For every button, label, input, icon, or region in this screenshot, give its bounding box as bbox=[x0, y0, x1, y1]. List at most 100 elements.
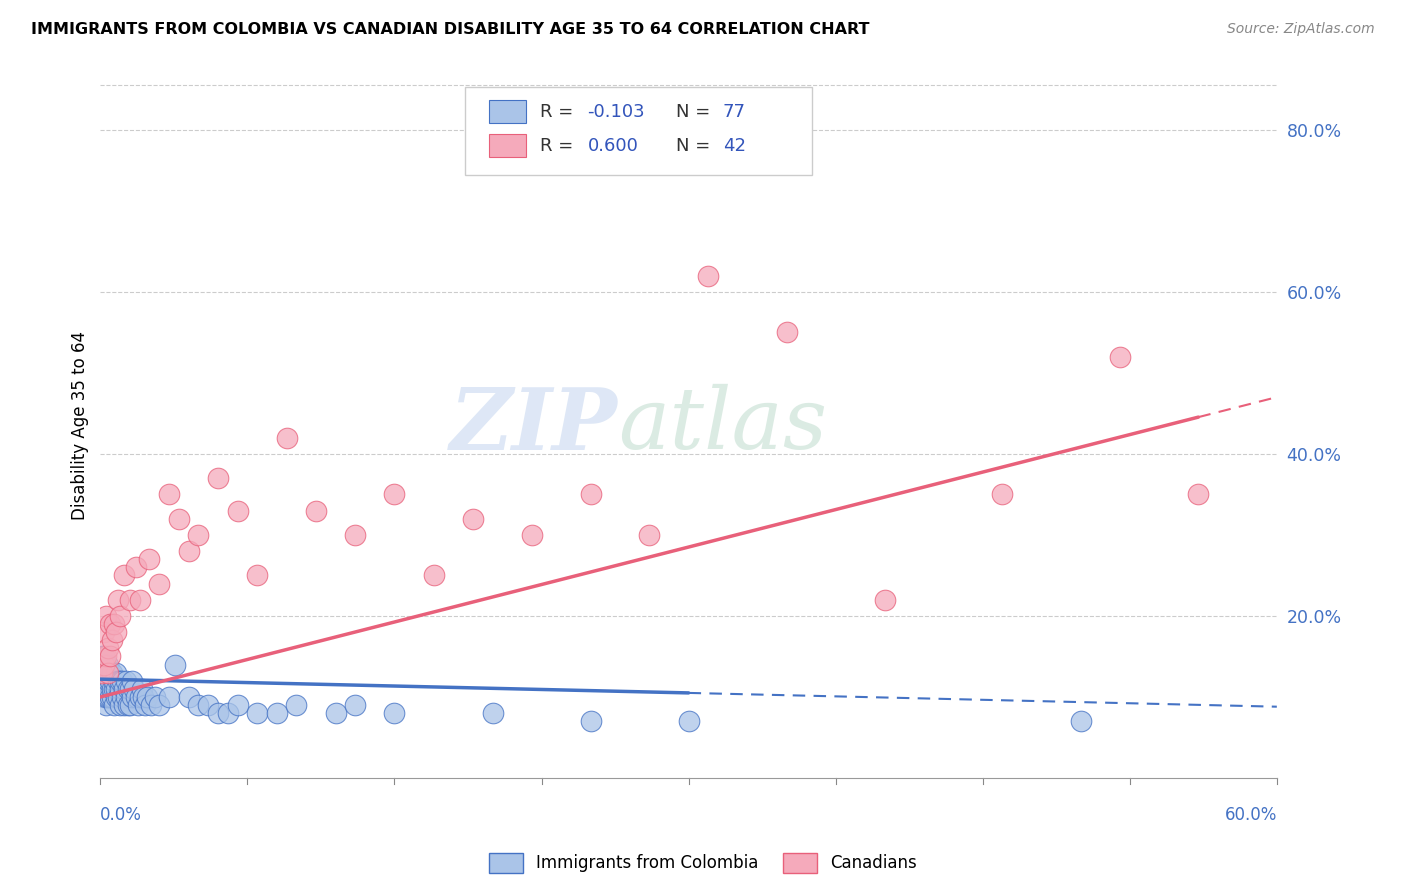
Point bbox=[157, 690, 180, 704]
Point bbox=[96, 657, 118, 672]
Point bbox=[197, 698, 219, 712]
Point bbox=[141, 698, 163, 712]
Point bbox=[93, 673, 115, 688]
Point bbox=[111, 673, 134, 688]
Point bbox=[107, 673, 129, 688]
Point bbox=[246, 706, 269, 721]
Point bbox=[115, 673, 138, 688]
Text: N =: N = bbox=[676, 136, 716, 154]
Point bbox=[1070, 714, 1092, 729]
Point bbox=[97, 641, 120, 656]
Point bbox=[91, 657, 114, 672]
Point bbox=[108, 673, 131, 688]
Point bbox=[93, 690, 115, 704]
Point bbox=[124, 560, 146, 574]
Point bbox=[105, 665, 128, 680]
Point bbox=[422, 568, 444, 582]
Point bbox=[167, 511, 190, 525]
Text: R =: R = bbox=[540, 103, 579, 120]
Point bbox=[305, 503, 328, 517]
Point bbox=[97, 673, 120, 688]
Point bbox=[96, 698, 118, 712]
Point bbox=[207, 471, 229, 485]
Text: 60.0%: 60.0% bbox=[1225, 806, 1277, 824]
Point bbox=[93, 681, 115, 696]
Y-axis label: Disability Age 35 to 64: Disability Age 35 to 64 bbox=[72, 331, 89, 520]
Point bbox=[97, 681, 120, 696]
Point bbox=[157, 487, 180, 501]
Point bbox=[226, 698, 249, 712]
Point bbox=[98, 665, 121, 680]
Point bbox=[103, 698, 125, 712]
Point bbox=[138, 552, 160, 566]
Point bbox=[118, 681, 141, 696]
Point bbox=[276, 431, 298, 445]
Point bbox=[105, 681, 128, 696]
Point bbox=[108, 681, 131, 696]
Point bbox=[325, 706, 347, 721]
Point bbox=[775, 326, 797, 340]
Point bbox=[207, 706, 229, 721]
Point bbox=[103, 617, 125, 632]
Point bbox=[96, 665, 118, 680]
Point bbox=[122, 681, 145, 696]
Point bbox=[111, 690, 134, 704]
Point bbox=[187, 528, 209, 542]
Point bbox=[1109, 350, 1132, 364]
Point bbox=[128, 690, 150, 704]
Point bbox=[117, 698, 139, 712]
Text: 42: 42 bbox=[723, 136, 745, 154]
Point bbox=[148, 576, 170, 591]
Point bbox=[697, 268, 720, 283]
Point bbox=[101, 690, 124, 704]
Text: 0.600: 0.600 bbox=[588, 136, 638, 154]
Point bbox=[112, 681, 135, 696]
Text: 77: 77 bbox=[723, 103, 745, 120]
Point bbox=[112, 568, 135, 582]
Point bbox=[91, 665, 114, 680]
Point bbox=[285, 698, 308, 712]
Point bbox=[136, 690, 159, 704]
Point bbox=[991, 487, 1014, 501]
Point bbox=[344, 528, 367, 542]
Point bbox=[98, 617, 121, 632]
FancyBboxPatch shape bbox=[489, 101, 526, 123]
Point bbox=[873, 592, 896, 607]
Point bbox=[91, 649, 114, 664]
Point bbox=[107, 592, 129, 607]
Point bbox=[101, 665, 124, 680]
Point bbox=[97, 690, 120, 704]
Point bbox=[105, 690, 128, 704]
Point bbox=[118, 698, 141, 712]
Point bbox=[246, 568, 269, 582]
Point bbox=[96, 690, 118, 704]
Point bbox=[127, 698, 149, 712]
Point bbox=[91, 665, 114, 680]
Point bbox=[115, 690, 138, 704]
Point bbox=[134, 698, 156, 712]
Text: R =: R = bbox=[540, 136, 579, 154]
Point bbox=[101, 681, 124, 696]
Point bbox=[177, 544, 200, 558]
Point bbox=[103, 673, 125, 688]
Point bbox=[117, 681, 139, 696]
Point bbox=[520, 528, 543, 542]
Point bbox=[461, 511, 484, 525]
Point bbox=[93, 625, 115, 640]
Point bbox=[93, 657, 115, 672]
Point bbox=[97, 665, 120, 680]
Point bbox=[103, 681, 125, 696]
Point bbox=[108, 698, 131, 712]
Text: IMMIGRANTS FROM COLOMBIA VS CANADIAN DISABILITY AGE 35 TO 64 CORRELATION CHART: IMMIGRANTS FROM COLOMBIA VS CANADIAN DIS… bbox=[31, 22, 869, 37]
Point bbox=[124, 690, 146, 704]
FancyBboxPatch shape bbox=[489, 135, 526, 157]
Point bbox=[177, 690, 200, 704]
Point bbox=[384, 487, 406, 501]
Point bbox=[132, 690, 155, 704]
Text: 0.0%: 0.0% bbox=[100, 806, 142, 824]
FancyBboxPatch shape bbox=[465, 87, 813, 175]
Text: atlas: atlas bbox=[619, 384, 827, 467]
Point bbox=[93, 649, 115, 664]
Text: -0.103: -0.103 bbox=[588, 103, 645, 120]
Point bbox=[143, 690, 166, 704]
